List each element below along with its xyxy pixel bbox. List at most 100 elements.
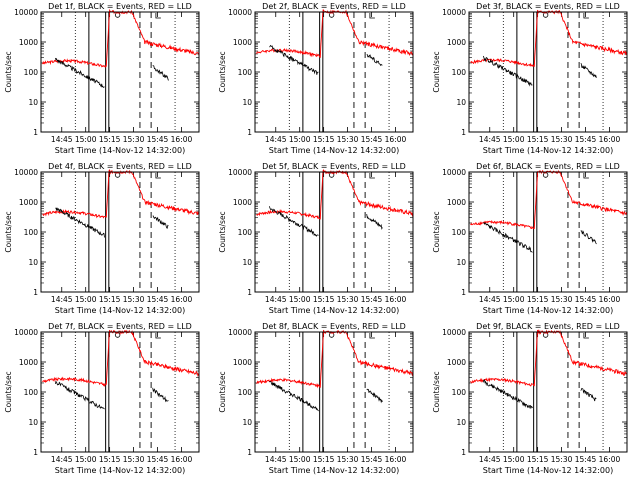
- panel-det-8: Det 8f, BLACK = Events, RED = LLD Counts/…: [218, 322, 414, 475]
- x-tick-label: 16:00: [385, 295, 407, 304]
- series-events-line-late: [580, 387, 597, 402]
- y-tick-label: 1: [247, 448, 252, 457]
- y-tick-label: 10000: [228, 8, 252, 17]
- y-tick-label: 1: [461, 448, 466, 457]
- x-tick-label: 15:15: [313, 295, 335, 304]
- panel-det-9: Det 9f, BLACK = Events, RED = LLD Counts/…: [432, 322, 628, 475]
- series-events-line-late: [366, 214, 383, 230]
- panel-det-7: Det 7f, BLACK = Events, RED = LLD Counts/…: [4, 322, 200, 475]
- panel-det-1: Det 1f, BLACK = Events, RED = LLD Counts/…: [4, 2, 200, 155]
- x-tick-label: 14:45: [265, 295, 287, 304]
- y-tick-label: 10000: [442, 328, 466, 337]
- plot-frame: [254, 331, 414, 453]
- panel-det-5: Det 5f, BLACK = Events, RED = LLD Counts/…: [218, 162, 414, 315]
- x-tick-label: 15:30: [551, 455, 573, 464]
- panel-title: Det 3f, BLACK = Events, RED = LLD: [476, 2, 620, 11]
- series-events-line-late: [152, 65, 169, 81]
- x-tick-label: 15:45: [361, 135, 383, 144]
- x-tick-label: 15:00: [503, 455, 525, 464]
- x-tick-label: 14:45: [51, 455, 73, 464]
- x-tick-label: 15:15: [527, 295, 549, 304]
- series-events-line-late: [152, 387, 169, 403]
- series-events-line: [269, 380, 319, 412]
- x-tick-label: 15:45: [147, 295, 169, 304]
- panel-det-2: Det 2f, BLACK = Events, RED = LLD Counts/…: [218, 2, 414, 155]
- x-tick-label: 15:45: [575, 455, 597, 464]
- interval-marker: [155, 173, 161, 179]
- x-tick-label: 15:00: [503, 295, 525, 304]
- series-lld-line: [256, 329, 414, 389]
- series-events-line: [483, 379, 533, 409]
- x-tick-label: 15:30: [551, 135, 573, 144]
- y-tick-label: 10000: [228, 168, 252, 177]
- x-tick-label: 15:45: [575, 135, 597, 144]
- y-tick-label: 10: [242, 258, 252, 267]
- x-tick-label: 15:15: [313, 135, 335, 144]
- x-tick-label: 15:45: [361, 295, 383, 304]
- y-tick-label: 10000: [442, 8, 466, 17]
- y-tick-label: 1000: [233, 38, 252, 47]
- x-tick-label: 15:30: [123, 135, 145, 144]
- x-tick-label: 15:15: [527, 455, 549, 464]
- panel-det-4: Det 4f, BLACK = Events, RED = LLD Counts/…: [4, 162, 200, 315]
- y-tick-label: 1000: [233, 198, 252, 207]
- x-tick-label: 15:45: [147, 135, 169, 144]
- x-tick-label: 15:00: [289, 135, 311, 144]
- y-tick-label: 10000: [14, 168, 38, 177]
- x-tick-label: 14:45: [479, 455, 501, 464]
- series-lld-line: [42, 8, 200, 68]
- x-axis-label: Start Time (14-Nov-12 14:32:00): [55, 146, 185, 155]
- y-tick-label: 100: [24, 228, 39, 237]
- y-tick-label: 100: [238, 228, 253, 237]
- x-tick-label: 15:15: [99, 135, 121, 144]
- series-lld-line: [42, 169, 200, 219]
- x-tick-label: 15:30: [123, 295, 145, 304]
- x-tick-label: 15:30: [337, 295, 359, 304]
- interval-marker: [155, 333, 161, 339]
- plot-frame: [40, 331, 200, 453]
- x-tick-label: 15:00: [289, 295, 311, 304]
- series-lld-line: [256, 9, 414, 59]
- panel-det-6: Det 6f, BLACK = Events, RED = LLD Counts/…: [432, 162, 628, 315]
- series-lld-line: [470, 329, 628, 387]
- x-tick-label: 15:15: [313, 455, 335, 464]
- x-tick-label: 16:00: [599, 295, 621, 304]
- interval-marker: [369, 173, 375, 179]
- y-tick-label: 100: [452, 388, 467, 397]
- x-tick-label: 15:15: [527, 135, 549, 144]
- y-tick-label: 10: [456, 98, 466, 107]
- x-tick-label: 15:15: [99, 455, 121, 464]
- x-tick-label: 16:00: [599, 455, 621, 464]
- plot-frame: [40, 11, 200, 133]
- series-events-line-late: [366, 388, 383, 404]
- x-tick-label: 15:45: [147, 455, 169, 464]
- y-axis-label: Counts/sec: [4, 51, 13, 92]
- panel-title: Det 1f, BLACK = Events, RED = LLD: [48, 2, 192, 11]
- x-axis-label: Start Time (14-Nov-12 14:32:00): [55, 466, 185, 475]
- x-tick-label: 16:00: [171, 455, 193, 464]
- y-tick-label: 10000: [442, 168, 466, 177]
- plot-frame: [254, 11, 414, 133]
- y-axis-label: Counts/sec: [4, 211, 13, 252]
- x-axis-label: Start Time (14-Nov-12 14:32:00): [483, 306, 613, 315]
- y-axis-label: Counts/sec: [432, 211, 441, 252]
- panel-title: Det 4f, BLACK = Events, RED = LLD: [48, 162, 192, 171]
- interval-marker: [583, 13, 589, 19]
- y-tick-label: 100: [238, 68, 253, 77]
- x-tick-label: 15:30: [337, 135, 359, 144]
- x-tick-label: 14:45: [265, 455, 287, 464]
- x-tick-label: 15:00: [75, 455, 97, 464]
- x-tick-label: 15:30: [551, 295, 573, 304]
- x-tick-label: 15:00: [503, 135, 525, 144]
- y-tick-label: 1000: [447, 358, 466, 367]
- y-tick-label: 1: [461, 288, 466, 297]
- series-events-line-late: [580, 63, 597, 78]
- y-axis-label: Counts/sec: [218, 51, 227, 92]
- x-tick-label: 15:00: [75, 135, 97, 144]
- x-tick-label: 16:00: [385, 455, 407, 464]
- flag-marker: [542, 12, 549, 18]
- interval-marker: [583, 333, 589, 339]
- panel-title: Det 2f, BLACK = Events, RED = LLD: [262, 2, 406, 11]
